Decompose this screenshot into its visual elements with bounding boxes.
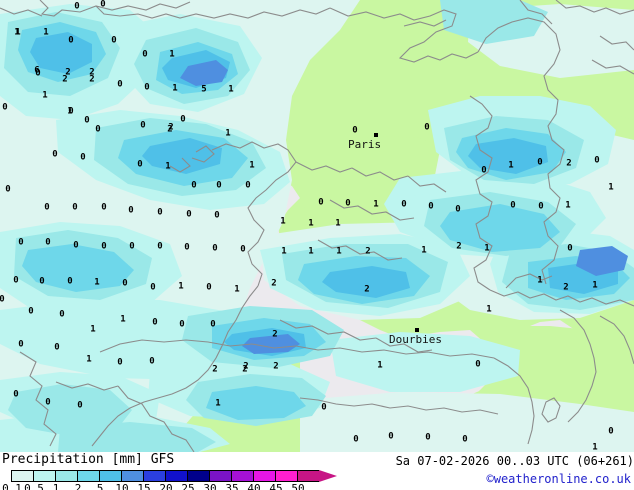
tick-10: 10 (115, 482, 129, 490)
map-canvas (0, 0, 634, 452)
tick-1: 1 (52, 482, 60, 490)
tick-20: 20 (159, 482, 173, 490)
color-swatch-35 (231, 470, 253, 482)
tick-0.5: 0.5 (24, 482, 44, 490)
color-swatch-50 (297, 470, 319, 482)
color-swatch-0.1 (11, 470, 33, 482)
coastline-borders (0, 0, 634, 452)
color-swatch-25 (187, 470, 209, 482)
color-swatch-45 (275, 470, 297, 482)
tick-25: 25 (181, 482, 195, 490)
copyright-notice: ©weatheronline.co.uk (486, 472, 632, 486)
color-swatch-10 (121, 470, 143, 482)
legend-title: Precipitation [mm] GFS (2, 452, 175, 467)
tick-35: 35 (225, 482, 239, 490)
tick-5: 5 (96, 482, 104, 490)
tick-30: 30 (203, 482, 217, 490)
tick-15: 15 (137, 482, 151, 490)
tick-40: 40 (247, 482, 261, 490)
color-swatch-20 (165, 470, 187, 482)
tick-50: 50 (291, 482, 305, 490)
tick-45: 45 (269, 482, 283, 490)
color-swatch-0.5 (33, 470, 55, 482)
legend-overflow-arrow-icon (319, 470, 337, 482)
color-swatch-40 (253, 470, 275, 482)
legend-bar: Precipitation [mm] GFS 0.1 0.5 1 2 5 10 15 20 25… (0, 452, 634, 490)
tick-2: 2 (74, 482, 82, 490)
color-scale[interactable] (11, 470, 337, 482)
model-run-timestamp: Sa 07-02-2026 00..03 UTC (06+261) (395, 454, 634, 468)
color-swatch-1 (55, 470, 77, 482)
color-swatch-15 (143, 470, 165, 482)
color-swatch-2 (77, 470, 99, 482)
color-swatch-30 (209, 470, 231, 482)
precip-level-10 (180, 60, 628, 354)
tick-0.1: 0.1 (2, 482, 22, 490)
color-swatch-5 (99, 470, 121, 482)
